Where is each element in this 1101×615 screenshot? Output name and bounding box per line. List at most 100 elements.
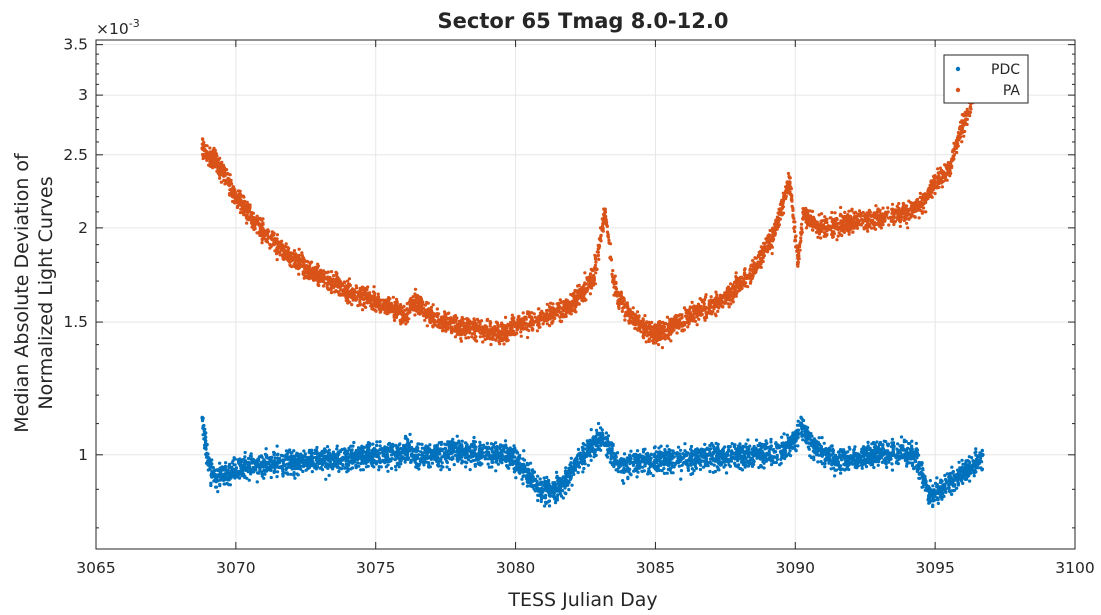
data-point-pa [214, 159, 219, 164]
data-point-pdc [723, 454, 728, 459]
data-point-pdc [938, 487, 943, 492]
legend-marker-pdc [955, 66, 961, 72]
legend-label-pdc: PDC [991, 62, 1020, 78]
data-point-pa [771, 234, 775, 239]
x-tick-label: 3080 [496, 559, 535, 577]
data-point-pa [603, 209, 607, 214]
data-point-pa [591, 275, 596, 280]
legend-marker-pa [955, 87, 961, 93]
data-point-pa [541, 315, 546, 320]
svg-text:×10-3: ×10-3 [96, 17, 140, 38]
data-point-pdc [317, 457, 322, 462]
data-point-pdc [225, 469, 230, 474]
data-point-pdc [569, 469, 574, 474]
data-point-pa [569, 303, 574, 307]
data-point-pdc [961, 469, 966, 474]
y-tick-label: 3 [78, 86, 88, 104]
y-axis-label-line-2: Normalized Light Curves [35, 176, 57, 409]
data-point-pdc [793, 436, 798, 441]
data-point-pa [933, 180, 938, 185]
data-point-pdc [972, 462, 977, 467]
data-point-pa [373, 299, 378, 303]
chart-title: Sector 65 Tmag 8.0-12.0 [438, 9, 729, 33]
data-point-pa [807, 217, 812, 222]
data-point-pa [457, 324, 462, 329]
data-point-pa [513, 324, 518, 329]
data-point-pdc [980, 452, 985, 457]
x-axis-label: TESS Julian Day [507, 589, 657, 611]
y-tick-label: 3.5 [63, 36, 88, 54]
data-point-pa [695, 309, 700, 314]
data-point-pdc [639, 459, 644, 464]
plot-markers [200, 64, 985, 509]
legend: PDC PA [943, 54, 1029, 104]
data-point-pa [905, 209, 910, 214]
data-point-pa [233, 194, 238, 199]
data-point-pa [396, 309, 400, 314]
data-point-pa [289, 256, 294, 261]
x-tick-label: 3075 [356, 559, 395, 577]
data-point-pa [412, 299, 417, 303]
data-point-pa [801, 209, 806, 214]
data-point-pdc [200, 415, 205, 420]
data-point-pa [787, 180, 792, 185]
data-point-pa [617, 299, 621, 303]
data-point-pdc [345, 456, 350, 461]
y-exponent: ×10-3 [96, 17, 140, 38]
legend-label-pa: PA [1003, 83, 1021, 99]
data-point-pdc [583, 452, 588, 457]
x-tick-label: 3100 [1055, 559, 1094, 577]
data-point-pdc [913, 452, 918, 457]
y-tick-label: 2.5 [63, 146, 88, 164]
data-point-pa [404, 315, 409, 320]
x-tick-label: 3085 [636, 559, 675, 577]
data-point-pa [877, 216, 882, 221]
data-point-pdc [261, 462, 266, 467]
data-point-pdc [751, 452, 756, 457]
data-point-pa [821, 225, 826, 230]
data-point-pa [849, 221, 854, 225]
data-point-pa [653, 331, 658, 336]
axes [95, 39, 1076, 550]
series-cloud-pdc [200, 415, 985, 509]
data-point-pdc [835, 459, 840, 464]
data-point-pa [200, 146, 205, 151]
data-point-pa [485, 329, 490, 333]
data-point-pdc [508, 452, 512, 457]
tick-labels: 3065 3070 3075 3080 3085 3090 3095 3100 1 1.5 2 2.5… [63, 36, 1094, 577]
plot-frame [95, 39, 1076, 550]
y-axis-label: Median Absolute Deviation of Normalized … [11, 152, 57, 433]
data-point-pdc [410, 452, 414, 457]
data-point-pdc [810, 443, 814, 448]
x-tick-label: 3065 [76, 559, 115, 577]
data-point-pdc [373, 452, 378, 457]
legend-box [943, 54, 1029, 104]
y-exponent-base: ×10 [96, 20, 129, 38]
data-point-pa [639, 324, 644, 329]
data-point-pdc [927, 494, 932, 499]
data-point-pdc [695, 456, 700, 461]
data-point-pdc [205, 459, 210, 464]
data-point-pdc [457, 449, 462, 454]
data-point-pa [611, 279, 616, 283]
y-axis-label-line-1: Median Absolute Deviation of [11, 152, 33, 433]
data-point-pa [345, 288, 350, 293]
data-point-pa [919, 202, 924, 207]
data-point-pdc [404, 443, 409, 448]
data-point-pdc [524, 469, 529, 474]
data-point-pdc [950, 480, 954, 485]
data-point-pdc [863, 452, 868, 457]
data-point-pdc [289, 459, 294, 464]
data-point-pdc [798, 421, 803, 426]
y-tick-label: 1.5 [63, 313, 88, 331]
data-point-pdc [485, 452, 490, 457]
data-point-pa [261, 230, 266, 235]
x-tick-label: 3070 [216, 559, 255, 577]
data-point-pa [429, 315, 434, 320]
data-point-pdc [597, 436, 602, 441]
data-point-pdc [779, 449, 784, 454]
data-point-pa [947, 166, 952, 171]
data-point-pa [796, 260, 800, 265]
data-point-pa [751, 269, 756, 274]
